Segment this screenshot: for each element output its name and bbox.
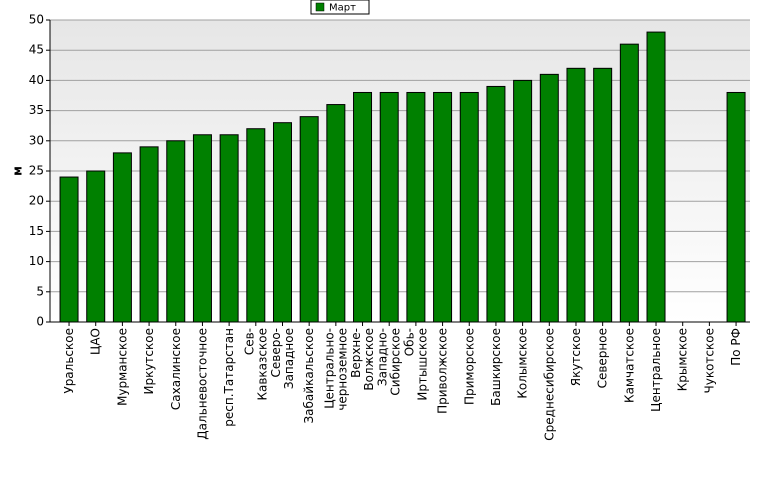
bar [459,91,479,323]
bar [86,170,106,323]
x-tick-label: Чукотское [702,328,716,393]
x-tick-label: Дальневосточное [195,328,209,440]
bar [406,91,426,323]
bar [379,91,399,323]
bar [433,91,453,323]
x-tick-label: Центрально-черноземное [322,328,349,411]
x-tick-label: Западно-Сибирское [376,328,403,396]
x-tick-label: Крымское [676,328,690,391]
y-tick-label: 15 [29,224,44,238]
legend: Март [310,0,370,15]
y-tick-label: 35 [29,103,44,117]
bar [593,67,613,323]
bar [326,104,346,323]
legend-label: Март [329,3,356,14]
y-tick-label: 10 [29,254,44,268]
bar [513,79,533,323]
bar [272,122,292,323]
y-tick-label: 40 [29,73,44,87]
y-tick-label: 30 [29,133,44,147]
x-tick-label: Приморское [462,328,476,405]
bar [246,128,266,323]
x-tick-label: Приволжское [436,328,450,414]
legend-swatch [315,2,325,12]
bar [486,85,506,323]
bar [299,116,319,323]
legend-box [310,0,370,15]
x-tick-label: Мурманское [115,328,129,406]
bar [353,91,373,323]
y-axis-label: м [11,166,25,176]
x-tick-label: Сахалинское [169,328,183,410]
x-tick-label: ЦАО [89,328,103,355]
bar [166,140,186,323]
x-tick-label: Уральское [62,328,76,394]
x-tick-label: Якутское [569,328,583,386]
x-tick-label: Башкирское [489,328,503,406]
bar [726,91,746,323]
x-tick-label: Северо-Западное [269,328,296,389]
bar [646,31,666,323]
x-tick-label: респ.Татарстан [222,328,236,427]
x-tick-label: Северное [596,328,610,388]
x-tick-label: Камчатское [622,328,636,403]
x-tick-label: Центральное [649,328,663,412]
x-tick-label: Иркутское [142,328,156,395]
y-tick-label: 20 [29,194,44,208]
bar [192,134,212,323]
bar [619,43,639,323]
bar [59,176,79,323]
bar [219,134,239,323]
bar [539,73,559,323]
bar [139,146,159,323]
x-tick-label: Сев-Кавказское [242,328,269,401]
x-tick-label: Обь-Иртышское [402,328,429,401]
y-tick-label: 0 [36,315,44,329]
x-tick-label: Забайкальское [302,328,316,424]
y-tick-label: 45 [29,43,44,57]
y-tick-label: 50 [29,13,44,27]
bar [112,152,132,323]
y-tick-label: 5 [36,284,44,298]
x-tick-label: Колымское [516,328,530,399]
y-tick-label: 25 [29,164,44,178]
x-tick-label: По РФ [729,328,743,366]
x-tick-label: Среднесибирское [542,328,556,441]
x-tick-label: Верхне-Волжское [349,328,376,391]
bar [566,67,586,323]
